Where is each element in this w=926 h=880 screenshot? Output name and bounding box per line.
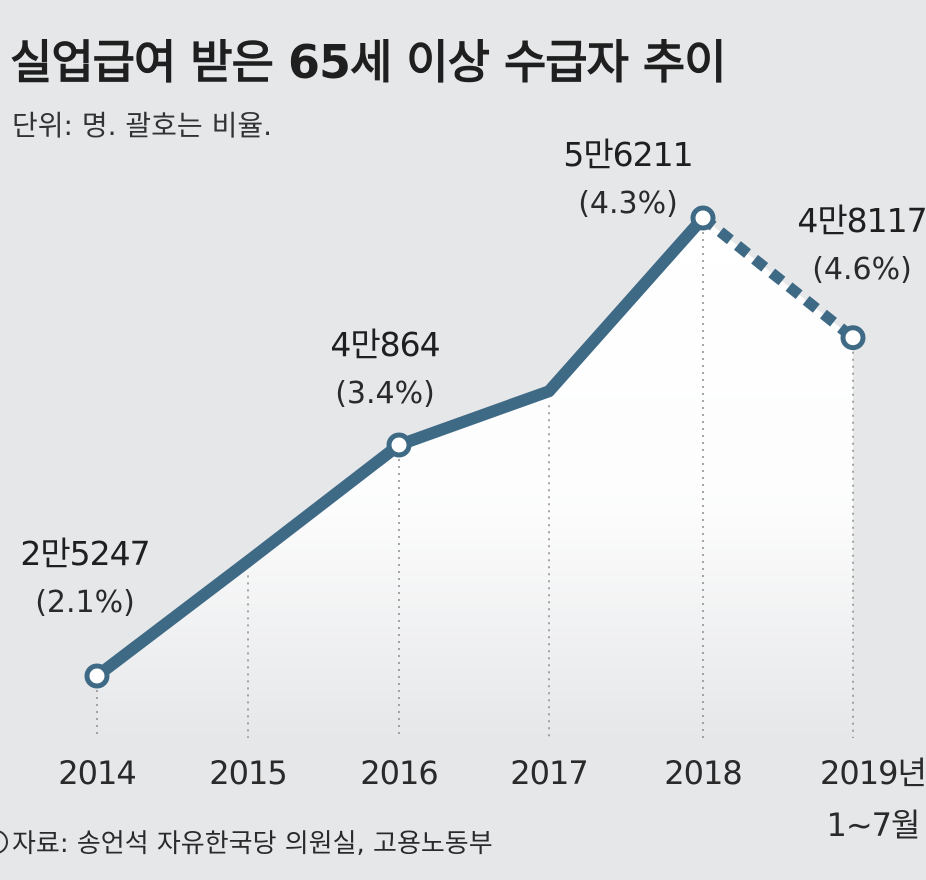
percent-label-2018: (4.3%) [578, 186, 678, 221]
percent-label-2014: (2.1%) [35, 585, 135, 620]
source-bullet-icon [0, 830, 8, 854]
chart-title: 실업급여 받은 65세 이상 수급자 추이 [10, 35, 726, 89]
x-tick-2015: 2015 [209, 754, 286, 792]
unit-note: 단위: 명. 괄호는 비율. [12, 109, 272, 142]
x-tick-2019년: 2019년 [820, 754, 926, 792]
x-tick-sub-2019년: 1~7월 [827, 806, 920, 844]
x-tick-2018: 2018 [664, 754, 741, 792]
x-tick-2017: 2017 [510, 754, 587, 792]
x-tick-2014: 2014 [58, 754, 135, 792]
area-fill [97, 218, 853, 740]
data-point-2016 [386, 432, 412, 458]
value-label-2018: 5만6211 [563, 135, 692, 174]
value-label-2014: 2만5247 [20, 534, 149, 573]
data-point-2018 [690, 205, 716, 231]
percent-label-2019년: (4.6%) [812, 252, 912, 287]
data-point-2014 [84, 663, 110, 689]
series-line-dashed [699, 213, 857, 343]
data-point-2019년 [840, 325, 866, 351]
source-text: 자료: 송언석 자유한국당 의원실, 고용노동부 [12, 829, 493, 859]
value-label-2016: 4만864 [330, 325, 439, 364]
percent-label-2016: (3.4%) [335, 376, 435, 411]
plot-area: 2만5247 (2.1%) 4만864 (3.4%) 5만6211 (4.3%) 4만811… [20, 135, 926, 844]
source-note: 자료: 송언석 자유한국당 의원실, 고용노동부 [0, 829, 493, 859]
x-tick-2016: 2016 [360, 754, 437, 792]
value-label-2019년: 4만8117 [797, 201, 926, 240]
